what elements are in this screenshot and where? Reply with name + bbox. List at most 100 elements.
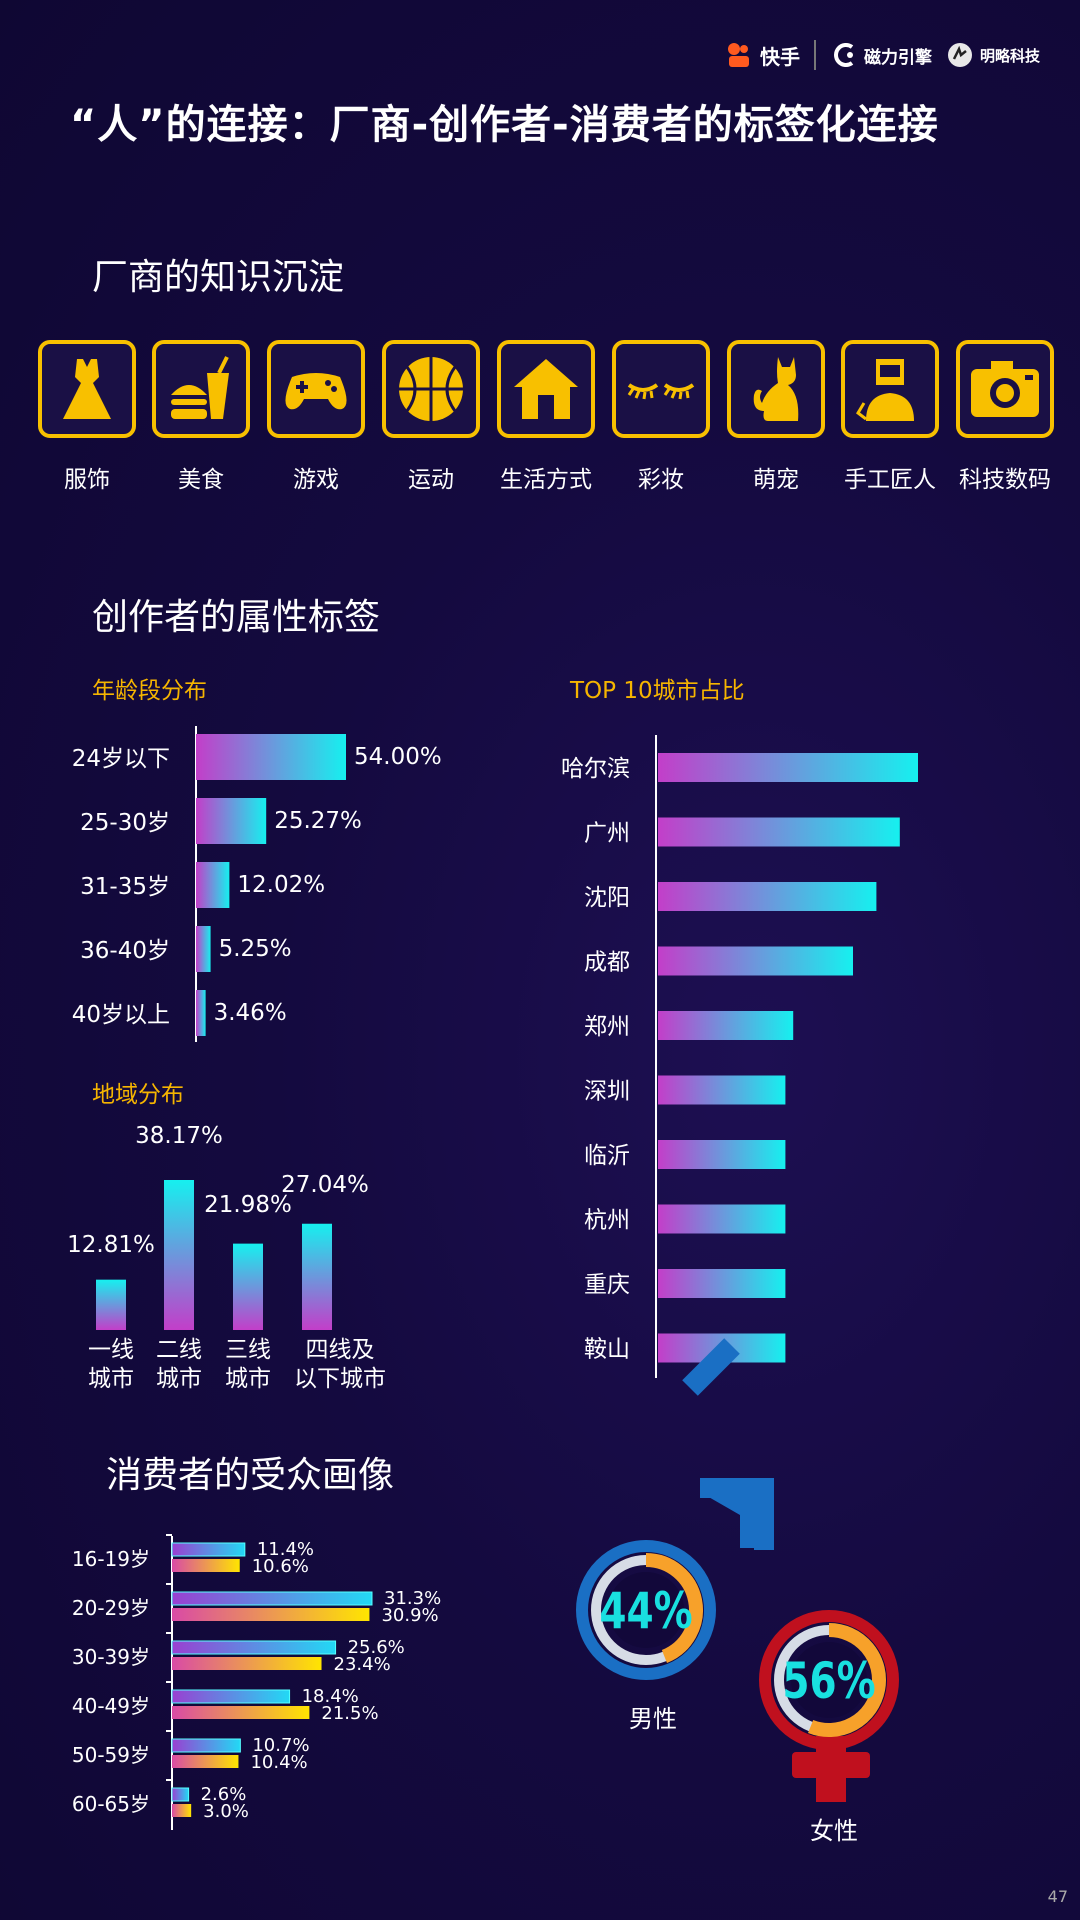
gender-label: 女性 bbox=[810, 1817, 858, 1845]
gamepad-icon bbox=[285, 373, 347, 410]
age-bar bbox=[196, 926, 211, 972]
age-tick-label: 25-30岁 bbox=[80, 810, 170, 836]
age-data-label: 12.02% bbox=[237, 872, 325, 898]
section-creator-title: 创作者的属性标签 bbox=[92, 597, 381, 638]
city-tick-label: 沈阳 bbox=[584, 885, 630, 911]
logo-divider bbox=[813, 40, 816, 70]
gender-donut-segment bbox=[808, 1623, 886, 1737]
dress-icon bbox=[63, 359, 111, 419]
category-label: 运动 bbox=[408, 467, 454, 493]
category-label: 游戏 bbox=[293, 467, 339, 493]
city-tick-label: 广州 bbox=[584, 821, 630, 847]
consumer-data-label-series2: 21.5% bbox=[321, 1703, 378, 1724]
region-tick-label: 三线 bbox=[225, 1337, 271, 1363]
category-item-sport: 运动 bbox=[376, 340, 486, 494]
region-data-label: 12.81% bbox=[67, 1232, 155, 1258]
consumer-tick-label: 40-49岁 bbox=[72, 1694, 150, 1718]
consumer-bar-series1 bbox=[171, 1591, 373, 1606]
category-label: 生活方式 bbox=[500, 467, 592, 493]
region-bar bbox=[302, 1223, 332, 1330]
consumer-tick-label: 30-39岁 bbox=[72, 1645, 150, 1669]
region-tick-label: 二线 bbox=[156, 1337, 202, 1363]
consumer-bar-series1 bbox=[171, 1689, 291, 1704]
category-item-fashion: 服饰 bbox=[32, 340, 142, 494]
consumer-bar-series1 bbox=[171, 1738, 241, 1753]
region-bar bbox=[233, 1243, 263, 1330]
consumer-bar-series2 bbox=[172, 1559, 240, 1572]
age-tick-label: 24岁以下 bbox=[72, 746, 170, 772]
age-bar bbox=[196, 734, 346, 780]
consumer-data-label-series2: 10.4% bbox=[250, 1752, 307, 1773]
category-label: 服饰 bbox=[64, 467, 110, 493]
city-bar bbox=[658, 946, 853, 976]
city-bar bbox=[658, 1269, 786, 1298]
craftsman-icon bbox=[856, 359, 914, 421]
age-data-label: 3.46% bbox=[214, 1000, 287, 1026]
region-tick-label: 一线 bbox=[88, 1337, 134, 1363]
region-data-label: 27.04% bbox=[281, 1172, 369, 1198]
city-bar bbox=[658, 817, 900, 847]
page-number: 47 bbox=[1047, 1887, 1068, 1906]
category-item-lifestyle: 生活方式 bbox=[491, 340, 601, 494]
consumer-age-chart: 16-19岁 11.4%10.6% 20-29岁 31.3%30.9% 30-39岁 25… bbox=[72, 1534, 441, 1830]
consumer-bar-series2 bbox=[172, 1608, 370, 1621]
eyelash-icon bbox=[627, 383, 695, 400]
category-icon-row: 服饰 美食 游戏 运动 生活方式 彩妆 萌宠 手工匠人 科技数码 bbox=[32, 340, 1062, 500]
gender-percent-label: 44% bbox=[599, 1581, 692, 1640]
consumer-bar-series1 bbox=[171, 1787, 190, 1802]
city-tick-label: 成都 bbox=[584, 950, 630, 976]
city-bar bbox=[658, 882, 877, 911]
city-bar bbox=[658, 753, 918, 782]
gender-percent-label: 56% bbox=[782, 1651, 875, 1710]
city-tick-label: 深圳 bbox=[584, 1079, 630, 1105]
consumer-tick-label: 20-29岁 bbox=[72, 1596, 150, 1620]
category-item-pet: 萌宠 bbox=[721, 340, 831, 494]
category-item-makeup: 彩妆 bbox=[606, 340, 716, 494]
age-tick-label: 36-40岁 bbox=[80, 938, 170, 964]
city-tick-label: 鞍山 bbox=[584, 1337, 630, 1363]
age-tick-label: 31-35岁 bbox=[80, 874, 170, 900]
minglue-icon bbox=[947, 43, 972, 67]
age-bar bbox=[196, 990, 206, 1036]
age-tick-label: 40岁以上 bbox=[72, 1002, 170, 1028]
gender-outer-ring bbox=[759, 1610, 899, 1750]
city-tick-label: 临沂 bbox=[584, 1143, 630, 1169]
category-label: 彩妆 bbox=[638, 467, 684, 493]
region-data-label: 21.98% bbox=[204, 1192, 292, 1218]
age-chart: 24岁以下 54.00% 25-30岁 25.27% 31-35岁 12.02% 36-40… bbox=[72, 726, 442, 1042]
region-tick-label: 城市 bbox=[156, 1366, 202, 1392]
region-tick-label: 城市 bbox=[225, 1366, 271, 1392]
category-item-food: 美食 bbox=[146, 340, 256, 494]
age-bar bbox=[196, 798, 267, 844]
consumer-data-label-series2: 23.4% bbox=[334, 1654, 391, 1675]
gender-donut-segment bbox=[645, 1553, 703, 1663]
consumer-data-label-series1: 31.3% bbox=[384, 1588, 441, 1609]
gender-donut-hole bbox=[608, 1572, 684, 1648]
consumer-bar-series2 bbox=[172, 1706, 310, 1719]
region-tick-label: 四线及 bbox=[306, 1337, 375, 1363]
page-title: “人”的连接：厂商-创作者-消费者的标签化连接 bbox=[70, 102, 939, 148]
consumer-tick-label: 60-65岁 bbox=[72, 1792, 150, 1816]
city-tick-label: 哈尔滨 bbox=[561, 756, 630, 782]
kuaishou-logo: 快手 bbox=[724, 40, 800, 70]
category-label: 萌宠 bbox=[753, 467, 799, 493]
city-tick-label: 郑州 bbox=[584, 1014, 630, 1040]
region-tick-label: 以下城市 bbox=[294, 1366, 386, 1392]
region-bar bbox=[96, 1279, 126, 1330]
consumer-data-label-series2: 10.6% bbox=[252, 1556, 309, 1577]
city-tick-label: 重庆 bbox=[584, 1272, 630, 1298]
category-item-tech: 科技数码 bbox=[950, 340, 1060, 494]
category-item-game: 游戏 bbox=[261, 340, 371, 494]
city-bar bbox=[658, 1075, 786, 1105]
category-label: 美食 bbox=[178, 467, 224, 493]
cat-icon bbox=[753, 357, 799, 421]
logo-text-minglue: 明略科技 bbox=[979, 46, 1040, 65]
consumer-data-label-series1: 10.7% bbox=[252, 1735, 309, 1756]
consumer-data-label-series1: 25.6% bbox=[348, 1637, 405, 1658]
age-bar bbox=[196, 862, 230, 908]
consumer-bar-series2 bbox=[172, 1657, 322, 1670]
city-bar bbox=[658, 1204, 786, 1234]
region-data-label: 38.17% bbox=[135, 1123, 223, 1149]
city-bar bbox=[658, 1140, 786, 1169]
